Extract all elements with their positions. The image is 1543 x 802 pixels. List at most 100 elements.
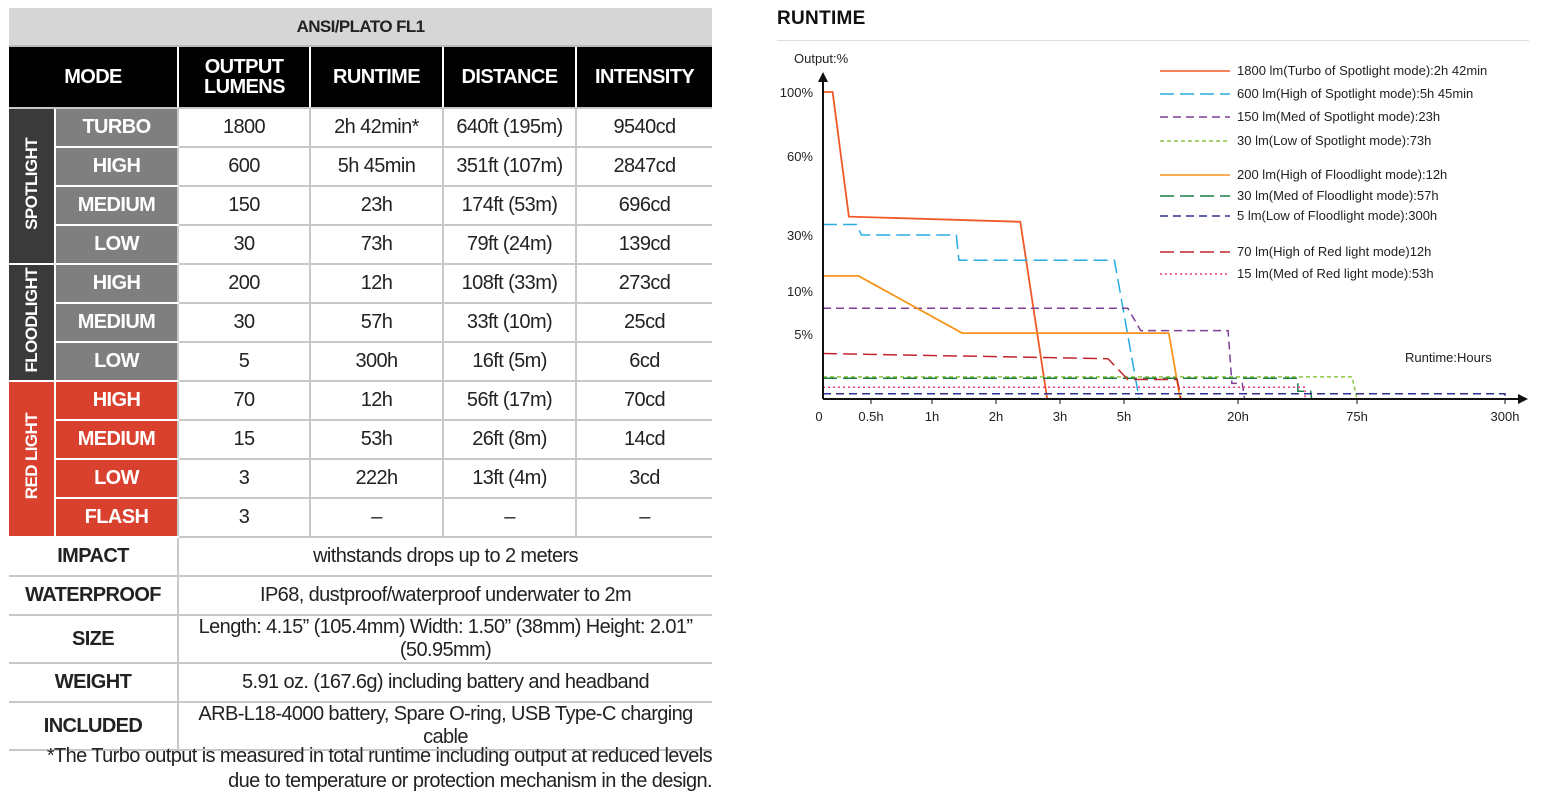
runtime-cell: – <box>310 498 444 538</box>
runtime-cell: 12h <box>310 381 444 421</box>
distance-cell: 174ft (53m) <box>443 186 577 226</box>
legend: 1800 lm(Turbo of Spotlight mode):2h 42mi… <box>1160 63 1487 281</box>
legend-item: 1800 lm(Turbo of Spotlight mode):2h 42mi… <box>1160 63 1487 78</box>
group-label: SPOTLIGHT <box>21 137 41 230</box>
runtime-cell: 2h 42min* <box>310 108 444 148</box>
spec-label: INCLUDED <box>9 702 179 751</box>
intensity-cell: – <box>576 498 713 538</box>
legend-label: 30 lm(Low of Spotlight mode):73h <box>1237 133 1431 148</box>
intensity-cell: 139cd <box>576 225 713 265</box>
series-line-6 <box>823 393 1506 399</box>
spec-value: Length: 4.15” (105.4mm) Width: 1.50” (38… <box>178 615 713 664</box>
table-row: LOW 5 300h 16ft (5m) 6cd <box>9 342 713 382</box>
table-row: RED LIGHT HIGH 70 12h 56ft (17m) 70cd <box>9 381 713 538</box>
header-mode: MODE <box>9 46 179 109</box>
table-title: ANSI/PLATO FL1 <box>9 8 713 47</box>
lumens-cell: 70 <box>178 381 311 421</box>
spec-label: IMPACT <box>9 537 179 577</box>
header-output-lumens: OUTPUT LUMENS <box>178 46 311 109</box>
spec-label: SIZE <box>9 615 179 664</box>
legend-item: 15 lm(Med of Red light mode):53h <box>1160 266 1434 281</box>
legend-label: 70 lm(High of Red light mode)12h <box>1237 244 1431 259</box>
distance-cell: 640ft (195m) <box>443 108 577 148</box>
mode-label: MEDIUM <box>55 420 179 460</box>
mode-label: LOW <box>55 459 179 499</box>
x-tick-label: 5h <box>1117 409 1131 424</box>
spec-row: INCLUDED ARB-L18-4000 battery, Spare O-ri… <box>9 702 713 751</box>
lumens-cell: 600 <box>178 147 311 187</box>
lumens-cell: 30 <box>178 303 311 343</box>
spec-table: ANSI/PLATO FL1 MODE OUTPUT LUMENS RUNTIM… <box>9 8 713 751</box>
intensity-cell: 70cd <box>576 381 713 421</box>
series-line-4 <box>823 274 1182 400</box>
series-line-5 <box>823 377 1313 400</box>
group-red-light: RED LIGHT <box>9 381 56 538</box>
table-row: FLOODLIGHT HIGH 200 12h 108ft (33m) 273cd <box>9 264 713 382</box>
spec-value: IP68, dustproof/waterproof underwater to… <box>178 576 713 616</box>
table-row: HIGH 600 5h 45min 351ft (107m) 2847cd <box>9 147 713 187</box>
x-tick-label: 2h <box>989 409 1003 424</box>
mode-label: MEDIUM <box>55 186 179 226</box>
spec-label: WATERPROOF <box>9 576 179 616</box>
y-tick-label: 30% <box>787 228 813 243</box>
legend-item: 600 lm(High of Spotlight mode):5h 45min <box>1160 86 1473 101</box>
series-line-3 <box>823 376 1358 400</box>
header-output-lumens-text: OUTPUT LUMENS <box>204 56 285 98</box>
spec-row: SIZE Length: 4.15” (105.4mm) Width: 1.50”… <box>9 615 713 664</box>
x-tick-label: 0 <box>815 409 822 424</box>
series-layer <box>822 91 1506 400</box>
distance-cell: 16ft (5m) <box>443 342 577 382</box>
intensity-cell: 273cd <box>576 264 713 304</box>
legend-label: 200 lm(High of Floodlight mode):12h <box>1237 167 1447 182</box>
series-line-8 <box>823 386 1306 399</box>
x-tick-label: 0.5h <box>858 409 883 424</box>
mode-label: LOW <box>55 342 179 382</box>
legend-label: 150 lm(Med of Spotlight mode):23h <box>1237 109 1440 124</box>
legend-label: 15 lm(Med of Red light mode):53h <box>1237 266 1434 281</box>
mode-label: FLASH <box>55 498 179 538</box>
series-line-2 <box>823 307 1246 400</box>
runtime-cell: 23h <box>310 186 444 226</box>
runtime-cell: 53h <box>310 420 444 460</box>
table-row: MEDIUM 30 57h 33ft (10m) 25cd <box>9 303 713 343</box>
distance-cell: 26ft (8m) <box>443 420 577 460</box>
intensity-cell: 3cd <box>576 459 713 499</box>
lumens-cell: 30 <box>178 225 311 265</box>
legend-label: 600 lm(High of Spotlight mode):5h 45min <box>1237 86 1473 101</box>
distance-cell: 108ft (33m) <box>443 264 577 304</box>
mode-label: MEDIUM <box>55 303 179 343</box>
y-tick-label: 60% <box>787 149 813 164</box>
legend-item: 70 lm(High of Red light mode)12h <box>1160 244 1431 259</box>
y-tick-label: 5% <box>794 327 813 342</box>
lumens-cell: 200 <box>178 264 311 304</box>
group-spotlight: SPOTLIGHT <box>9 108 56 265</box>
spec-label: WEIGHT <box>9 663 179 703</box>
runtime-cell: 5h 45min <box>310 147 444 187</box>
group-label: RED LIGHT <box>21 413 41 500</box>
mode-label: TURBO <box>55 108 179 148</box>
group-floodlight: FLOODLIGHT <box>9 264 56 382</box>
lumens-cell: 3 <box>178 459 311 499</box>
footnote-line-2: due to temperature or protection mechani… <box>228 770 712 792</box>
table-row: SPOTLIGHT TURBO 1800 2h 42min* 640ft (195m) 9… <box>9 108 713 265</box>
series-line-1 <box>823 223 1140 400</box>
table-row: LOW 3 222h 13ft (4m) 3cd <box>9 459 713 499</box>
footnote: *The Turbo output is measured in total r… <box>9 744 713 794</box>
runtime-divider <box>777 40 1529 41</box>
legend-item: 150 lm(Med of Spotlight mode):23h <box>1160 109 1440 124</box>
runtime-title: RUNTIME <box>777 8 866 29</box>
header-distance: DISTANCE <box>443 46 577 109</box>
header-runtime: RUNTIME <box>310 46 444 109</box>
spec-value: ARB-L18-4000 battery, Spare O-ring, USB … <box>178 702 713 751</box>
y-axis-arrow-icon <box>818 72 828 82</box>
legend-label: 5 lm(Low of Floodlight mode):300h <box>1237 208 1437 223</box>
distance-cell: – <box>443 498 577 538</box>
lumens-cell: 3 <box>178 498 311 538</box>
table-row: MEDIUM 150 23h 174ft (53m) 696cd <box>9 186 713 226</box>
spec-row: WEIGHT 5.91 oz. (167.6g) including batter… <box>9 663 713 703</box>
x-tick-label: 20h <box>1227 409 1249 424</box>
spec-value: withstands drops up to 2 meters <box>178 537 713 577</box>
x-tick-label: 1h <box>925 409 939 424</box>
x-axis-arrow-icon <box>1518 394 1528 404</box>
legend-label: 30 lm(Med of Floodlight mode):57h <box>1237 188 1439 203</box>
